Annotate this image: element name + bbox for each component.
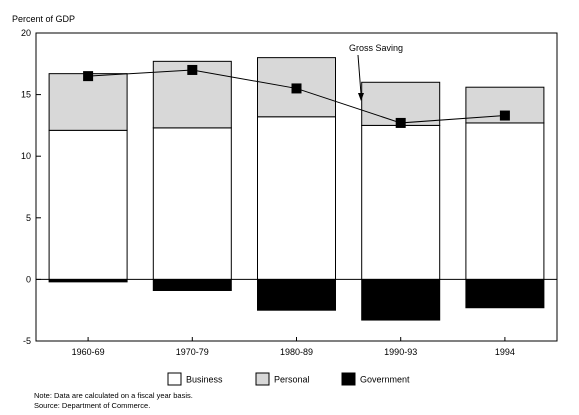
bar-personal: [48, 73, 128, 131]
bars: [48, 57, 545, 321]
bar-government: [48, 278, 128, 283]
source-note: Source: Department of Commerce.: [34, 401, 151, 410]
gross-saving-line: [83, 64, 510, 128]
y-tick-label: 10: [21, 151, 31, 161]
footnote: Note: Data are calculated on a fiscal ye…: [34, 391, 193, 400]
legend-government-label: Government: [360, 375, 410, 385]
gross-saving-point: [187, 64, 198, 75]
bar-government: [257, 278, 336, 311]
legend: Business Personal Government: [167, 372, 410, 386]
y-tick-label: 5: [26, 213, 31, 223]
legend-business-swatch: [167, 372, 182, 386]
x-tick-label: 1960-69: [72, 347, 105, 357]
annotation-arrow-line: [357, 54, 362, 95]
y-tick-label: 20: [21, 28, 31, 38]
x-tick-label: 1970-79: [176, 347, 209, 357]
annotation-arrow-head: [358, 93, 364, 101]
y-tick-label: -5: [23, 336, 31, 346]
legend-government-swatch: [341, 372, 356, 386]
legend-business-label: Business: [186, 375, 223, 385]
x-axis-ticks: 1960-69 1970-79 1980-89 1990-93 1994: [72, 337, 515, 357]
gross-saving-point: [499, 110, 510, 121]
bar-business: [257, 116, 336, 280]
bar-government: [361, 278, 441, 321]
y-tick-label: 0: [26, 274, 31, 284]
gross-saving-point: [83, 71, 94, 82]
x-tick-label: 1990-93: [384, 347, 417, 357]
y-axis-label: Percent of GDP: [12, 14, 75, 24]
x-tick-label: 1994: [495, 347, 515, 357]
bar-business: [361, 124, 441, 280]
bar-government: [152, 278, 232, 291]
bar-business: [152, 127, 232, 280]
bar-business: [48, 129, 128, 280]
x-tick-label: 1980-89: [280, 347, 313, 357]
gross-saving-point: [291, 83, 302, 94]
gross-saving-point: [395, 117, 406, 128]
annotation-label: Gross Saving: [349, 43, 403, 53]
bar-business: [465, 122, 545, 280]
gross-saving-annotation: Gross Saving: [349, 43, 403, 101]
y-tick-label: 15: [21, 90, 31, 100]
legend-personal-swatch: [255, 372, 270, 386]
legend-personal-label: Personal: [274, 375, 310, 385]
bar-government: [465, 278, 545, 309]
